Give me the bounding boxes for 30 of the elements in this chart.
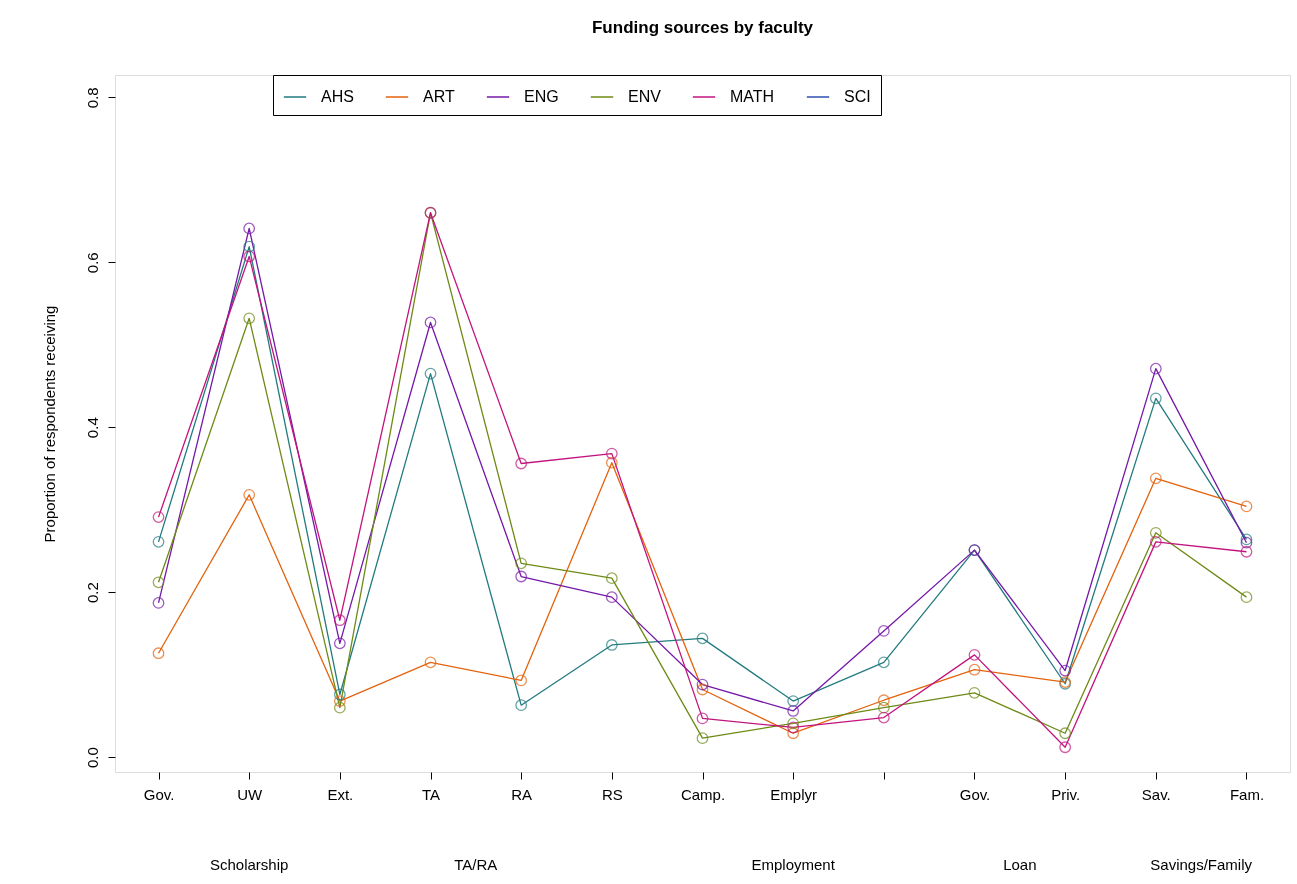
text: Employment — [751, 856, 836, 873]
x-tick-label: Sav. — [1141, 785, 1171, 803]
x-tick-label: Gov. — [959, 785, 991, 803]
text: Loan — [1003, 856, 1037, 873]
legend-label: ENV — [628, 88, 662, 105]
x-tick-label: Priv. — [1051, 785, 1081, 803]
y-tick-label: 0.4 — [83, 417, 101, 439]
text: TA/RA — [454, 856, 498, 873]
x-tick-label: Camp. — [680, 785, 726, 803]
legend-label: ENG — [524, 88, 559, 105]
x-tick-label: TA — [421, 785, 441, 803]
legend-label: AHS — [321, 88, 354, 105]
x-tick-label: UW — [237, 785, 264, 803]
x-tick-label: Fam. — [1229, 785, 1265, 803]
text: Scholarship — [209, 856, 289, 873]
y-tick-label: 0.0 — [83, 747, 101, 769]
y-tick-label: 0.6 — [83, 252, 101, 274]
x-tick-label: Ext. — [327, 785, 354, 803]
x-tick-label: Gov. — [143, 785, 175, 803]
x-tick-label: RS — [601, 785, 623, 803]
chart-title: Funding sources by faculty — [591, 17, 814, 37]
legend-label: ART — [423, 88, 455, 105]
x-tick-label: Emplyr — [770, 785, 817, 803]
legend-label: SCI — [844, 88, 871, 105]
text: Savings/Family — [1150, 856, 1253, 873]
y-tick-label: 0.2 — [83, 582, 101, 604]
y-axis-title: Proportion of respondents receiving — [40, 305, 58, 543]
y-tick-label: 0.8 — [83, 87, 101, 109]
x-tick-label: RA — [511, 785, 533, 803]
legend-label: MATH — [730, 88, 775, 105]
